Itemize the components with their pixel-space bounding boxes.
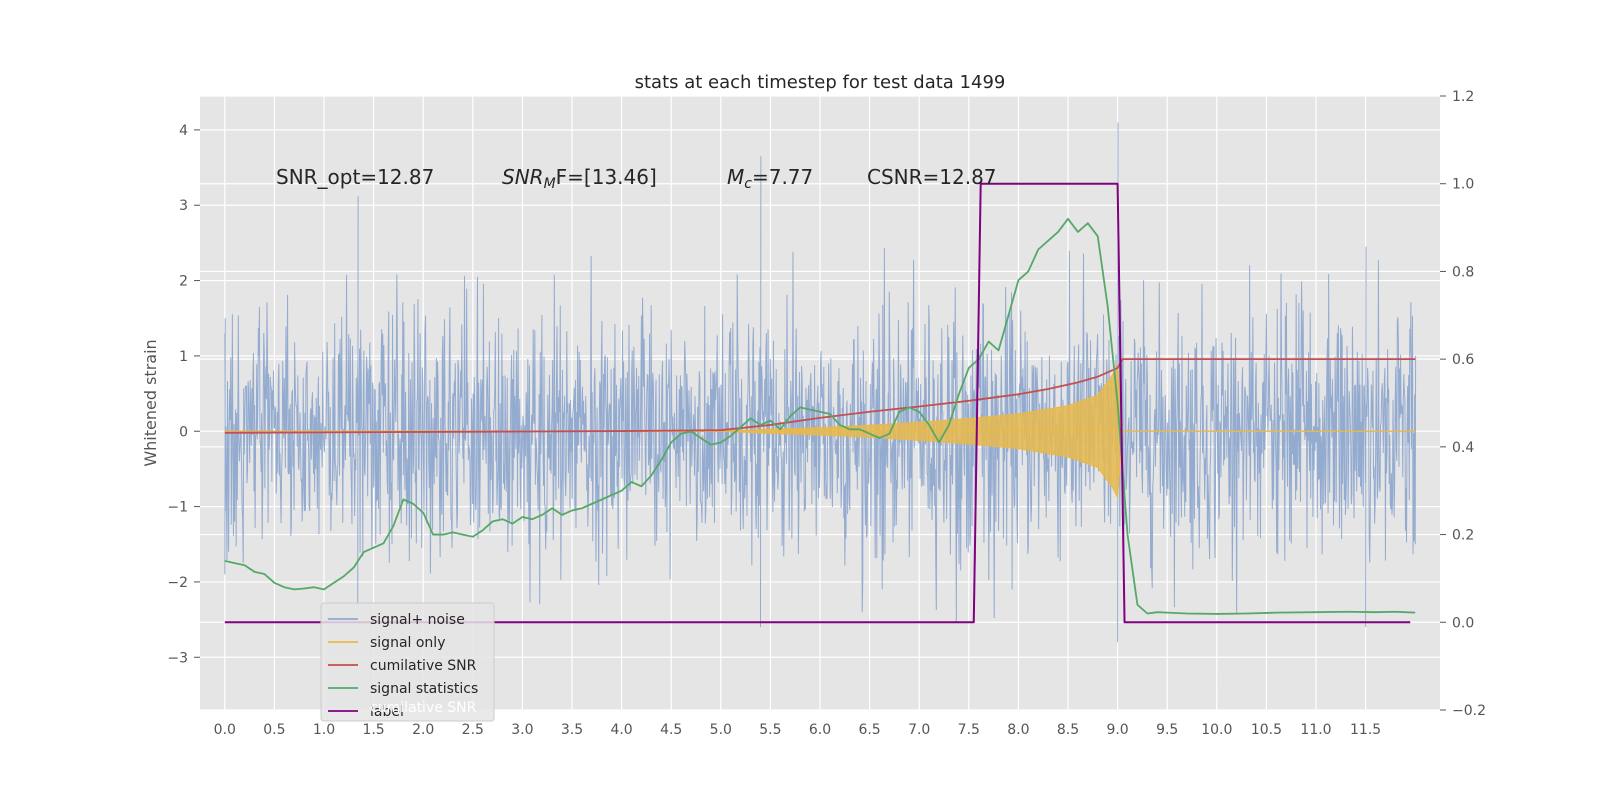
legend-label: signal only <box>370 635 445 651</box>
y-tick-label: 2 <box>179 274 188 290</box>
y-axis-label: Whitened strain <box>141 339 160 466</box>
x-tick-label: 2.5 <box>462 722 484 738</box>
annotation-mc: Mc=7.77 <box>727 165 813 192</box>
y2-tick-label: 0.4 <box>1452 440 1474 456</box>
y2-tick-label: 0.8 <box>1452 264 1474 280</box>
legend-label: cumilative SNR <box>370 658 477 674</box>
y2-tick-label: 0.0 <box>1452 615 1474 631</box>
snr-mf-sub: M <box>544 176 556 192</box>
annotation-snr-mf: SNRMF=[13.46] <box>502 165 657 192</box>
y-tick-label: 3 <box>179 198 188 214</box>
x-tick-label: 9.5 <box>1156 722 1178 738</box>
x-tick-label: 0.5 <box>263 722 285 738</box>
y2-tick-label: 1.2 <box>1452 89 1474 105</box>
x-tick-label: 6.0 <box>809 722 831 738</box>
x-tick-label: 10.0 <box>1201 722 1232 738</box>
x-tick-label: 2.0 <box>412 722 434 738</box>
x-tick-label: 1.5 <box>362 722 384 738</box>
legend-label: signal statistics <box>370 681 478 697</box>
mc-rest: =7.77 <box>752 165 813 189</box>
line-series <box>224 182 1416 624</box>
x-tick-label: 9.0 <box>1106 722 1128 738</box>
signal-statistics-line <box>224 217 1416 615</box>
x-tick-label: 4.0 <box>610 722 632 738</box>
x-tick-label: 6.5 <box>858 722 880 738</box>
y2-tick-label: 0.2 <box>1452 528 1474 544</box>
y2-tick-label: 0.6 <box>1452 352 1474 368</box>
cumulative-snr-line <box>224 358 1416 434</box>
y-tick-label: −2 <box>167 575 188 591</box>
y2-tick-label: 1.0 <box>1452 177 1474 193</box>
y-tick-label: 0 <box>179 424 188 440</box>
x-tick-label: 8.5 <box>1057 722 1079 738</box>
legend-label: signal+ noise <box>370 612 465 628</box>
y-tick-label: 4 <box>179 123 188 139</box>
x-tick-label: 3.0 <box>511 722 533 738</box>
mc-main: M <box>727 165 744 189</box>
annotation-csnr: CSNR=12.87 <box>867 165 997 189</box>
x-tick-label: 0.0 <box>214 722 236 738</box>
y2-tick-label: −0.2 <box>1452 703 1486 719</box>
chart-title: stats at each timestep for test data 149… <box>635 72 1006 93</box>
snr-mf-main: SNR <box>502 165 544 189</box>
axes: 0.0 0.5 1.0 1.5 2.0 2.5 3.0 3.5 4.0 4.5 5.0 5.5 6.0 6… <box>167 89 1486 738</box>
x-tick-label: 10.5 <box>1251 722 1282 738</box>
legend-hidden-text: cumilative SNR <box>370 700 477 716</box>
x-tick-label: 1.0 <box>313 722 335 738</box>
x-tick-label: 7.0 <box>908 722 930 738</box>
x-tick-label: 5.5 <box>759 722 781 738</box>
y-tick-label: −1 <box>167 500 188 516</box>
x-tick-label: 3.5 <box>561 722 583 738</box>
x-tick-label: 11.0 <box>1300 722 1331 738</box>
legend: signal+ noise signal only cumilative SNR si… <box>320 602 495 722</box>
mc-sub: c <box>744 176 752 192</box>
x-tick-label: 11.5 <box>1350 722 1381 738</box>
x-tick-label: 8.0 <box>1007 722 1029 738</box>
snr-mf-rest: F=[13.46] <box>556 165 657 189</box>
x-tick-label: 7.5 <box>958 722 980 738</box>
y-tick-label: 1 <box>179 349 188 365</box>
x-tick-label: 4.5 <box>660 722 682 738</box>
legend-label: label <box>370 704 404 720</box>
legend-box <box>320 602 495 722</box>
x-tick-label: 5.0 <box>710 722 732 738</box>
label-line <box>224 182 1411 624</box>
annotation-snr-opt: SNR_opt=12.87 <box>276 165 434 189</box>
y-tick-label: −3 <box>167 650 188 666</box>
